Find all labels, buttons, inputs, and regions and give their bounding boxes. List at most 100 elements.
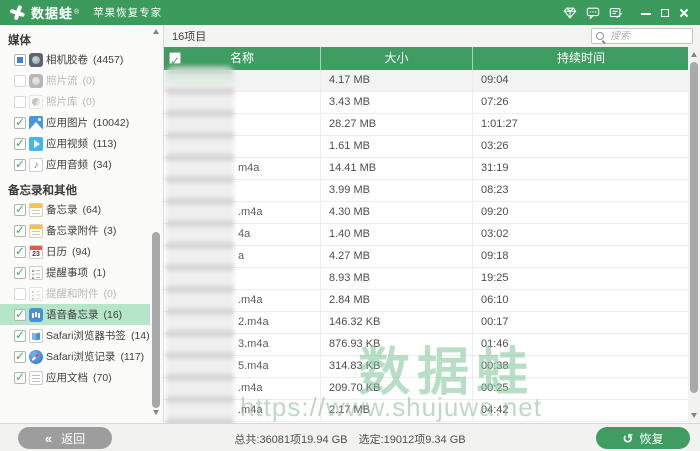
sidebar-item[interactable]: Safari浏览记录 (117) <box>0 346 150 367</box>
column-header-duration[interactable]: 持续时间 <box>556 51 605 65</box>
item-checkbox[interactable] <box>14 328 26 342</box>
file-size: 2.84 MB <box>321 290 473 311</box>
sidebar-item-label: 应用图片 <box>46 117 88 129</box>
file-name-suffix: 5.m4a <box>238 360 269 372</box>
sidebar-item[interactable]: 语音备忘录 (16) <box>0 304 150 325</box>
scroll-up-icon[interactable] <box>690 52 697 57</box>
file-duration: 01:46 <box>481 338 509 350</box>
table-row[interactable]: 3.m4a 876.93 KB 01:46 <box>164 334 689 356</box>
item-checkbox[interactable] <box>14 202 26 216</box>
file-duration: 03:02 <box>481 228 509 240</box>
titlebar: 数据蛙 ® 苹果恢复专家 <box>0 0 700 25</box>
maximize-button[interactable] <box>659 7 671 19</box>
table-row[interactable]: m4a 14.41 MB 31:19 <box>164 158 689 180</box>
column-header-name[interactable]: 名称 <box>164 47 321 70</box>
file-name-cell: 3.m4a <box>164 334 321 355</box>
minimize-button[interactable] <box>640 7 652 19</box>
sidebar-scrollbar[interactable] <box>150 25 163 423</box>
sidebar-item[interactable]: 照片库 (0) <box>0 91 150 112</box>
sidebar: 媒体 相机胶卷 (4457) 照片流 (0) 照片库 (0) 应用图片 (100… <box>0 25 150 423</box>
search-input[interactable] <box>610 29 690 43</box>
item-checkbox[interactable] <box>14 287 26 300</box>
table-row[interactable]: 3.99 MB 08:23 <box>164 180 689 202</box>
sidebar-item[interactable]: 应用文档 (70) <box>0 367 150 388</box>
back-arrows-icon: « <box>44 430 53 446</box>
item-checkbox[interactable] <box>14 136 26 150</box>
app-video-icon <box>29 136 43 151</box>
file-table: 4.17 MB 09:04 3.43 MB 07:26 28.27 MB 1:0… <box>164 66 689 451</box>
item-count-label: 16项目 <box>172 31 207 43</box>
sidebar-item[interactable]: 照片流 (0) <box>0 70 150 91</box>
item-checkbox[interactable] <box>14 53 26 66</box>
file-size: 876.93 KB <box>321 334 473 355</box>
table-scrollbar-thumb[interactable] <box>690 62 698 393</box>
item-checkbox[interactable] <box>14 74 26 87</box>
table-row[interactable]: 2.m4a 146.32 KB 00:17 <box>164 312 689 334</box>
sidebar-item[interactable]: 备忘录附件 (3) <box>0 220 150 241</box>
app-logo-cross-icon <box>8 3 27 22</box>
scroll-up-icon[interactable] <box>153 29 159 34</box>
notes-attachment-icon <box>29 223 43 238</box>
sidebar-item[interactable]: 备忘录 (64) <box>0 199 150 220</box>
close-button[interactable] <box>678 7 690 19</box>
item-checkbox[interactable] <box>14 307 26 321</box>
table-row[interactable]: 4.17 MB 09:04 <box>164 70 689 92</box>
sidebar-section-title-notes: 备忘录和其他 <box>8 185 77 197</box>
file-duration: 31:19 <box>481 162 509 174</box>
item-checkbox[interactable] <box>14 95 26 108</box>
sidebar-scrollbar-thumb[interactable] <box>152 232 160 408</box>
file-duration: 00:17 <box>481 316 509 328</box>
sidebar-item-count: (3) <box>103 224 117 237</box>
table-row[interactable]: 8.93 MB 19:25 <box>164 268 689 290</box>
sidebar-item[interactable]: 应用音频 (34) <box>0 154 150 175</box>
file-name-cell: m4a <box>164 158 321 179</box>
sidebar-item[interactable]: 应用图片 (10042) <box>0 112 150 133</box>
item-checkbox[interactable] <box>14 349 26 363</box>
item-checkbox[interactable] <box>14 265 26 279</box>
search-box[interactable] <box>591 28 693 44</box>
table-row[interactable]: 4a 1.40 MB 03:02 <box>164 224 689 246</box>
sidebar-item[interactable]: 23 日历 (94) <box>0 241 150 262</box>
item-checkbox[interactable] <box>14 223 26 237</box>
chat-icon[interactable] <box>586 6 600 20</box>
sidebar-item-count: (113) <box>93 137 117 150</box>
back-button[interactable]: « 返回 <box>18 427 112 449</box>
item-checkbox[interactable] <box>14 370 26 384</box>
scroll-down-icon[interactable] <box>153 410 159 415</box>
table-scrollbar[interactable] <box>688 47 700 423</box>
select-all-checkbox[interactable] <box>169 50 181 73</box>
file-size: 4.27 MB <box>321 246 473 267</box>
sidebar-item-label: 应用文档 <box>46 372 88 384</box>
file-size: 1.40 MB <box>321 224 473 245</box>
table-row[interactable]: 5.m4a 314.83 KB 00:38 <box>164 356 689 378</box>
sidebar-item[interactable]: Safari浏览器书签 (14) <box>0 325 150 346</box>
sidebar-item[interactable]: 相机胶卷 (4457) <box>0 49 150 70</box>
file-name-cell: .m4a <box>164 202 321 223</box>
table-row[interactable]: 3.43 MB 07:26 <box>164 92 689 114</box>
gem-icon[interactable] <box>563 6 577 20</box>
item-checkbox[interactable] <box>14 157 26 171</box>
table-row[interactable]: .m4a 4.30 MB 09:20 <box>164 202 689 224</box>
scroll-down-icon[interactable] <box>690 413 697 418</box>
sidebar-item[interactable]: 提醒事项 (1) <box>0 262 150 283</box>
feedback-note-icon[interactable] <box>609 6 623 20</box>
table-row[interactable]: .m4a 2.84 MB 06:10 <box>164 290 689 312</box>
table-row[interactable]: 28.27 MB 1:01:27 <box>164 114 689 136</box>
item-checkbox[interactable] <box>14 244 26 258</box>
sidebar-item-label: 照片库 <box>46 96 78 108</box>
sidebar-item[interactable]: 应用视频 (113) <box>0 133 150 154</box>
file-size: 8.93 MB <box>321 268 473 289</box>
table-row[interactable]: .m4a 2.17 MB 04:42 <box>164 400 689 422</box>
file-duration: 04:42 <box>481 404 509 416</box>
sidebar-item-label: 照片流 <box>46 75 78 87</box>
item-checkbox[interactable] <box>14 115 26 129</box>
file-name-suffix: a <box>238 250 245 262</box>
table-row[interactable]: .m4a 209.70 KB 00:25 <box>164 378 689 400</box>
column-header-size[interactable]: 大小 <box>321 47 473 70</box>
file-name-cell <box>164 114 321 135</box>
sidebar-item[interactable]: 提醒和附件 (0) <box>0 283 150 304</box>
table-row[interactable]: 1.61 MB 03:26 <box>164 136 689 158</box>
reminders-icon <box>29 265 43 280</box>
table-row[interactable]: a 4.27 MB 09:18 <box>164 246 689 268</box>
recover-button[interactable]: ↺ 恢复 <box>596 427 690 449</box>
